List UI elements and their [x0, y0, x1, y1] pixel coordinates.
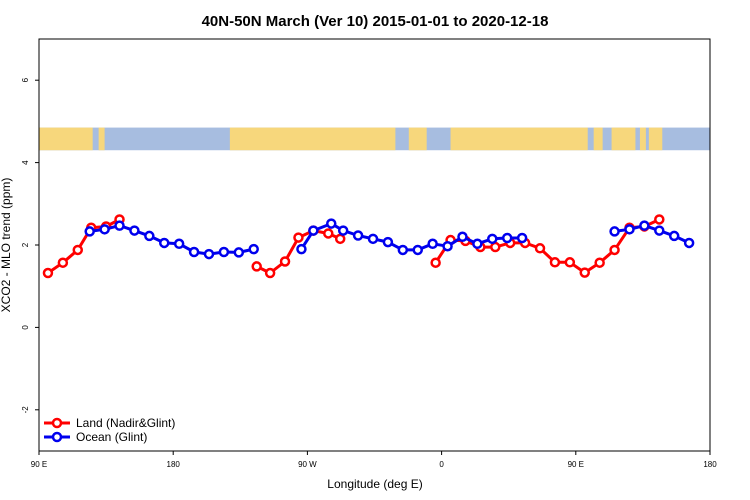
data-point: [296, 243, 307, 255]
data-point: [293, 232, 304, 243]
data-point: [534, 243, 546, 254]
data-point: [173, 238, 185, 250]
data-point: [251, 261, 262, 272]
data-point: [516, 232, 528, 244]
data-point: [609, 244, 620, 256]
data-point: [279, 256, 291, 267]
x-tick-label: 90 E: [31, 460, 47, 469]
data-point: [487, 233, 498, 245]
chart-title: 40N-50N March (Ver 10) 2015-01-01 to 202…: [202, 13, 549, 30]
series-line: [89, 224, 255, 256]
data-point: [203, 248, 215, 260]
data-point: [72, 244, 84, 256]
data-point: [654, 214, 665, 225]
data-point: [337, 225, 349, 236]
series-line: [300, 222, 523, 252]
data-point: [427, 238, 438, 250]
data-point: [397, 244, 409, 256]
y-tick-label: -2: [21, 406, 30, 414]
y-axis: -2 0 2 4 6: [21, 77, 39, 413]
data-point: [248, 243, 259, 255]
y-tick-label: 2: [21, 242, 30, 247]
plot-series: [42, 214, 695, 279]
y-tick-label: 6: [21, 77, 30, 82]
legend-label: Ocean (Glint): [76, 430, 147, 444]
data-point: [382, 236, 394, 248]
data-point: [609, 226, 620, 237]
data-point: [42, 267, 54, 279]
data-point: [412, 244, 423, 256]
data-point: [99, 224, 110, 235]
data-point: [144, 230, 155, 242]
data-point: [654, 225, 665, 236]
data-point: [624, 224, 635, 235]
data-point: [323, 228, 334, 239]
map-land: [39, 127, 93, 151]
data-point: [472, 238, 483, 250]
data-point: [334, 233, 346, 245]
x-axis-label: Longitude (deg E): [327, 477, 422, 491]
data-point: [683, 237, 695, 249]
legend-marker: [51, 417, 63, 429]
data-point: [308, 225, 319, 236]
map-land: [408, 127, 427, 151]
data-point: [233, 247, 245, 258]
data-point: [114, 220, 125, 231]
data-point: [57, 257, 69, 268]
data-point: [501, 232, 513, 244]
y-axis-label: XCO2 - MLO trend (ppm): [0, 178, 13, 313]
data-point: [430, 257, 441, 268]
map-land: [229, 127, 396, 151]
map-land: [639, 127, 646, 151]
map-land: [98, 127, 105, 151]
data-point: [218, 246, 230, 258]
map-land: [593, 127, 603, 151]
legend-marker: [51, 431, 63, 443]
data-point: [352, 230, 364, 241]
legend: Land (Nadir&Glint)Ocean (Glint): [44, 416, 175, 444]
x-axis: 90 E 180 90 W 0 90 E 180: [31, 451, 717, 469]
x-tick-label: 90 E: [568, 460, 584, 469]
data-point: [159, 237, 170, 249]
data-point: [594, 257, 605, 268]
y-tick-label: 4: [21, 160, 30, 165]
y-tick-label: 0: [21, 325, 30, 330]
map-land: [611, 127, 636, 151]
series-land: [42, 214, 665, 279]
data-point: [367, 233, 379, 245]
data-point: [264, 267, 276, 279]
x-tick-label: 180: [167, 460, 181, 469]
data-point: [188, 246, 200, 258]
data-point: [457, 231, 468, 243]
x-tick-label: 0: [439, 460, 444, 469]
data-point: [668, 230, 680, 242]
data-point: [84, 226, 95, 237]
legend-label: Land (Nadir&Glint): [76, 416, 175, 430]
data-point: [549, 257, 561, 268]
x-tick-label: 90 W: [298, 460, 317, 469]
map-land: [648, 127, 663, 151]
data-point: [639, 220, 650, 231]
data-point: [326, 218, 337, 229]
plot-frame: [38, 38, 711, 452]
x-tick-label: 180: [703, 460, 717, 469]
data-point: [579, 267, 590, 278]
data-point: [442, 240, 453, 252]
series-ocean: [84, 218, 695, 260]
world-map-band: [39, 127, 710, 151]
data-point: [564, 257, 576, 268]
map-land: [450, 127, 588, 151]
data-point: [129, 225, 140, 236]
data-point: [490, 241, 501, 253]
